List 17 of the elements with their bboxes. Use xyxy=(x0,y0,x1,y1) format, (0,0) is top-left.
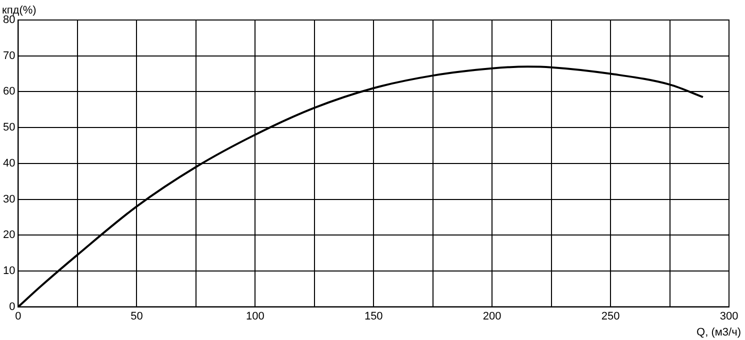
x-tick-label: 150 xyxy=(364,310,383,322)
y-tick-label: 10 xyxy=(2,264,16,277)
x-tick-label: 200 xyxy=(482,310,502,322)
x-tick-label: 300 xyxy=(720,310,738,322)
x-tick-label: 50 xyxy=(130,310,143,322)
y-tick-label: 70 xyxy=(2,50,16,62)
y-axis-title: кпд(%) xyxy=(2,4,36,17)
y-tick-label: 80 xyxy=(2,14,16,26)
y-tick-label: 50 xyxy=(2,122,16,134)
y-tick-label: 40 xyxy=(2,157,16,170)
y-tick-label: 60 xyxy=(2,86,16,98)
x-tick-label: 250 xyxy=(601,310,620,322)
x-axis-title: Q, (м3/ч) xyxy=(696,326,741,338)
y-tick-label: 30 xyxy=(2,193,16,206)
y-tick-label: 0 xyxy=(9,300,16,313)
y-tick-label: 20 xyxy=(2,229,16,242)
x-tick-label: 100 xyxy=(246,310,264,322)
